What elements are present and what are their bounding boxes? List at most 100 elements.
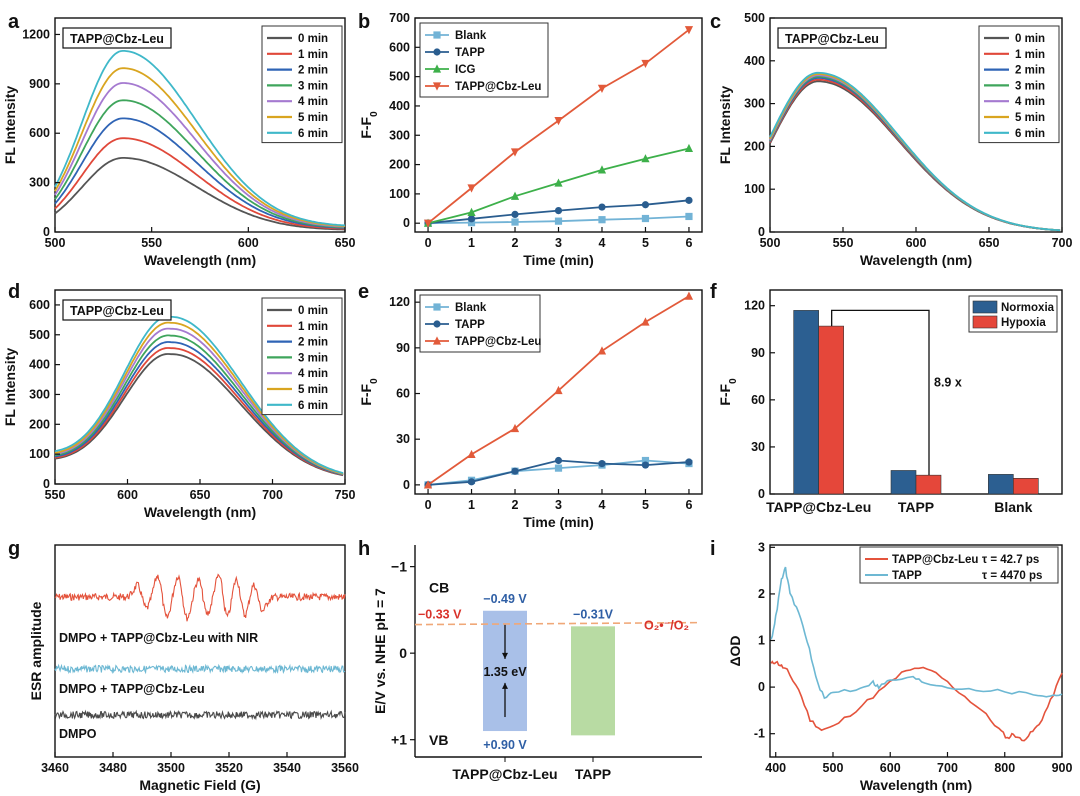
x-tick-label-g: 3560 xyxy=(331,761,359,775)
legend-entry-e: TAPP@Cbz-Leu xyxy=(455,336,541,348)
x-tick-label-c: 700 xyxy=(1052,236,1073,250)
data-point-b xyxy=(554,178,563,187)
x-axis-label-d: Wavelength (nm) xyxy=(144,504,256,520)
x-tick-label-e: 5 xyxy=(642,498,649,512)
y-tick-label-c: 500 xyxy=(744,11,765,25)
vb-potential-label: +0.90 V xyxy=(483,738,527,752)
legend-entry-d: 2 min xyxy=(298,337,328,349)
x-tick-label-b: 2 xyxy=(512,236,519,250)
y-tick-label-e: 90 xyxy=(396,341,410,355)
y-tick-label-h: 0 xyxy=(399,645,407,661)
y-tick-label-f: 60 xyxy=(751,393,765,407)
gap-arrowhead xyxy=(502,652,508,659)
data-point-e xyxy=(511,467,519,475)
series-line-a-4-min xyxy=(54,82,346,228)
data-point-e xyxy=(641,317,650,326)
series-line-d-5-min xyxy=(54,321,344,475)
y-tick-label-f: 90 xyxy=(751,346,765,360)
y-tick-label-b: 100 xyxy=(389,187,410,201)
data-point-e xyxy=(467,478,476,486)
bar-Hypoxia-TAPP xyxy=(915,474,942,495)
bar-Hypoxia-TAPP@Cbz-Leu xyxy=(818,325,844,495)
series-line-a-3-min xyxy=(54,99,346,229)
data-point-b xyxy=(684,143,694,153)
x-tick-label-h: TAPP xyxy=(575,766,611,782)
sample-label-box-c xyxy=(777,27,887,49)
x-tick-label-e: 4 xyxy=(599,498,606,512)
y-tick-label-b: 400 xyxy=(389,99,410,113)
x-tick-label-d: 550 xyxy=(45,488,66,502)
data-point-b xyxy=(685,212,693,221)
x-tick-label-i: 400 xyxy=(765,761,786,775)
y-tick-label-b: 0 xyxy=(403,216,410,230)
x-axis-label-c: Wavelength (nm) xyxy=(860,252,972,268)
esr-trace-label-1: DMPO + TAPP@Cbz-Leu xyxy=(59,682,205,696)
y-tick-label-d: 600 xyxy=(29,298,50,312)
panel-label-g: g xyxy=(8,538,20,560)
y-tick-label-e: 120 xyxy=(389,295,410,309)
legend-entry-a: 5 min xyxy=(298,112,328,124)
data-point-b xyxy=(554,117,563,126)
legend-entry-i: TAPP xyxy=(892,570,922,582)
x-tick-label-i: 800 xyxy=(994,761,1015,775)
legend-entry-c: 3 min xyxy=(1015,80,1045,92)
x-tick-label-g: 3460 xyxy=(41,761,69,775)
x-tick-label-b: 1 xyxy=(468,236,475,250)
data-point-e xyxy=(433,320,441,328)
y-tick-label-a: 0 xyxy=(43,225,50,239)
x-tick-label-i: 900 xyxy=(1052,761,1073,775)
data-point-b xyxy=(432,82,442,91)
data-point-b xyxy=(467,207,476,216)
bar-Normoxia-TAPP xyxy=(890,470,917,495)
data-point-b xyxy=(510,191,520,200)
x-tick-label-d: 700 xyxy=(262,488,283,502)
data-point-e xyxy=(423,480,433,489)
series-line-e-TAPP xyxy=(427,459,690,486)
x-axis-label-e: Time (min) xyxy=(523,514,594,530)
y-tick-label-i: 2 xyxy=(758,587,765,601)
y-axis-label-d: FL Intensity xyxy=(2,348,18,427)
panel-label-c: c xyxy=(710,11,721,33)
x-tick-label-b: 6 xyxy=(685,236,692,250)
data-point-e xyxy=(554,456,563,465)
legend-entry-f: Hypoxia xyxy=(1001,317,1046,329)
y-tick-label-c: 0 xyxy=(758,225,765,239)
y-tick-label-a: 600 xyxy=(29,126,50,140)
series-line-d-4-min xyxy=(54,327,344,475)
y-axis-label-a: FL Intensity xyxy=(2,86,18,165)
data-point-e xyxy=(554,464,563,472)
data-point-b xyxy=(685,196,693,204)
y-tick-label-i: 3 xyxy=(758,540,765,554)
legend-entry-b: ICG xyxy=(455,64,476,76)
data-point-b xyxy=(511,210,519,219)
plot-frame-i xyxy=(769,544,1063,758)
y-tick-label-d: 200 xyxy=(29,417,50,431)
legend-entry-c: 2 min xyxy=(1015,65,1045,77)
data-point-e xyxy=(598,459,606,468)
data-point-b xyxy=(598,203,606,211)
cb-potential-label: −0.31V xyxy=(573,607,614,621)
data-point-b xyxy=(554,217,563,225)
x-tick-label-e: 0 xyxy=(425,498,432,512)
sample-label-a: TAPP@Cbz-Leu xyxy=(70,32,164,46)
data-point-b xyxy=(597,165,607,174)
data-point-b xyxy=(423,219,433,228)
esr-trace-2 xyxy=(54,709,346,721)
legend-entry-b: TAPP xyxy=(455,47,485,59)
data-point-b xyxy=(641,59,650,69)
legend-swatch-f xyxy=(972,315,998,329)
series-line-d-6-min xyxy=(54,315,344,474)
x-tick-label-g: 3500 xyxy=(157,761,185,775)
x-tick-label-a: 550 xyxy=(141,236,162,250)
series-line-a-6-min xyxy=(54,50,346,227)
data-point-e xyxy=(432,336,442,345)
data-point-b xyxy=(641,214,650,223)
legend-swatch-f xyxy=(972,300,998,314)
series-line-a-2-min xyxy=(54,117,346,229)
y-tick-label-d: 500 xyxy=(29,328,50,342)
bar-Hypoxia-Blank xyxy=(1013,478,1039,495)
data-point-e xyxy=(597,346,607,355)
series-line-a-1-min xyxy=(54,137,346,230)
x-tick-label-i: 700 xyxy=(937,761,958,775)
legend-entry-d: 5 min xyxy=(298,384,328,396)
